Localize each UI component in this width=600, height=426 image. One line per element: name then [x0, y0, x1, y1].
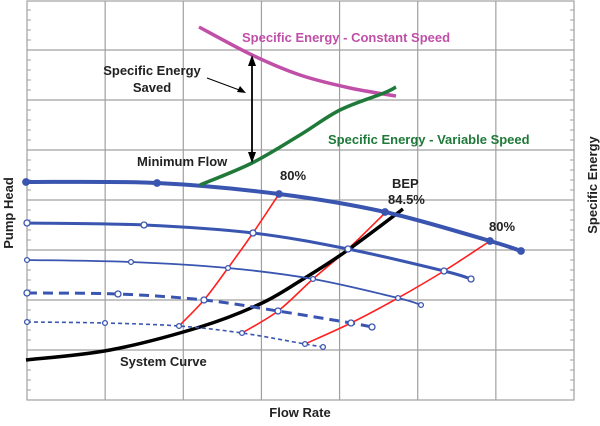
- pump-curve-point: [368, 323, 376, 331]
- bep-label: BEP: [392, 176, 419, 191]
- y-left-axis-label: Pump Head: [1, 177, 16, 249]
- pump-curve-point: [249, 229, 257, 237]
- variable-speed-curve: [199, 85, 397, 187]
- pump-curve-point: [23, 219, 31, 227]
- pump-curve-point: [319, 343, 327, 351]
- pump-curve-point: [153, 179, 161, 187]
- pump-curve-point: [200, 296, 208, 304]
- pump-curve-point: [344, 245, 352, 253]
- x-axis-label: Flow Rate: [269, 405, 330, 420]
- pump-curve-point: [23, 289, 31, 297]
- system-curve: [25, 207, 405, 362]
- pointer-arrow: [206, 77, 243, 92]
- pump-curve-point: [224, 264, 232, 272]
- efficiency-right-label: 80%: [489, 219, 515, 234]
- system-curve-label: System Curve: [120, 354, 207, 369]
- pump-curve-point: [101, 319, 109, 327]
- pump-curve-point: [22, 178, 30, 186]
- pump-curve-point: [347, 319, 355, 327]
- pointer-arrow-head: [237, 86, 246, 93]
- pump-curve-point: [486, 237, 494, 245]
- constant-speed-label: Specific Energy - Constant Speed: [242, 30, 450, 45]
- saved-label-line1: Specific Energy: [103, 63, 201, 78]
- pump-curve-point: [394, 294, 402, 302]
- pump-curve-point: [517, 247, 525, 255]
- arrow-head-down: [248, 152, 256, 163]
- pump-curve-point: [175, 322, 183, 330]
- pump-curve-point: [23, 256, 31, 264]
- y-right-axis-label: Specific Energy: [585, 135, 600, 233]
- variable-speed-label: Specific Energy - Variable Speed: [328, 132, 530, 147]
- grid: [26, 0, 575, 401]
- pump-curve-point: [467, 275, 475, 283]
- pump-curve-point: [140, 221, 148, 229]
- pump-curve: [25, 179, 522, 253]
- pump-curve-point: [275, 190, 283, 198]
- pump-curve-point: [381, 208, 389, 216]
- pump-curve-point: [114, 290, 122, 298]
- constant-speed-curve: [198, 25, 397, 98]
- pump-curve-point: [274, 307, 282, 315]
- pump-curve-point: [238, 329, 246, 337]
- pump-curve: [26, 259, 422, 306]
- minimum-flow-label: Minimum Flow: [137, 154, 228, 169]
- arrow-head-up: [248, 55, 256, 66]
- pump-curve-point: [417, 301, 425, 309]
- pump-curve-point: [23, 318, 31, 326]
- pump-curve-point: [440, 267, 448, 275]
- pump-curve-point: [127, 258, 135, 266]
- pump-curve-point: [309, 275, 317, 283]
- efficiency-left-label: 80%: [280, 168, 306, 183]
- bep-value-label: 84.5%: [388, 192, 425, 207]
- pump-curve-point: [301, 340, 309, 348]
- efficiency-line: [304, 240, 491, 345]
- curves: [22, 25, 525, 362]
- efficiency-line: [178, 193, 280, 327]
- saved-label-line2: Saved: [133, 80, 171, 95]
